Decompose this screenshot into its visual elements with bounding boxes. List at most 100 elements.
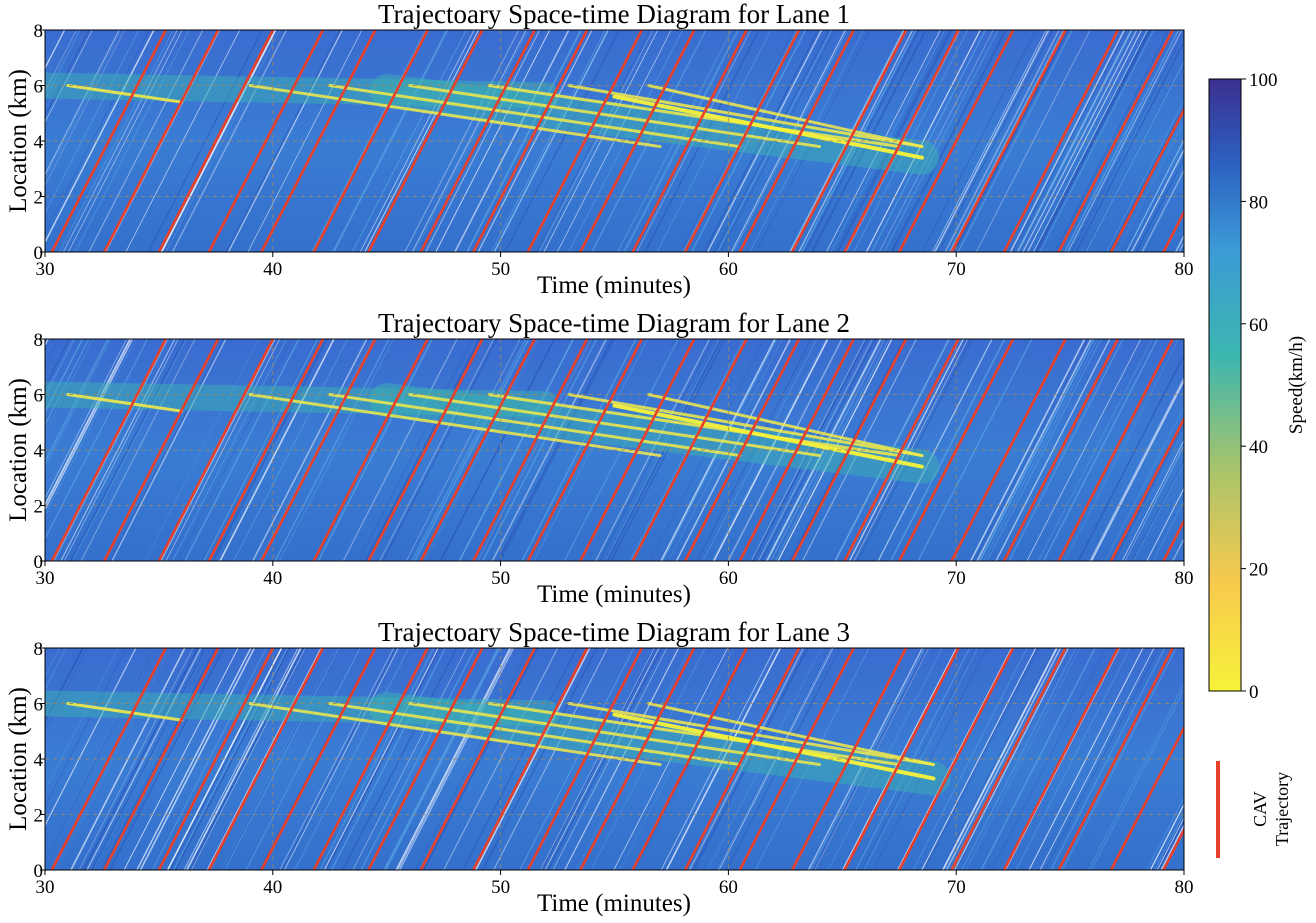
vehicle-streak <box>274 339 390 561</box>
colorbar-tick-label: 40 <box>1249 437 1268 458</box>
vehicle-streak <box>1149 803 1184 870</box>
cav-trajectory <box>102 30 220 252</box>
vehicle-streak <box>1131 459 1184 561</box>
vehicle-streak <box>1156 816 1184 870</box>
x-axis-label: Time (minutes) <box>537 581 691 608</box>
congestion-band <box>647 702 935 767</box>
vehicle-streak <box>961 648 1077 870</box>
vehicle-streak <box>184 339 300 561</box>
congestion-band <box>567 393 924 458</box>
vehicle-streak <box>679 30 795 252</box>
vehicle-streak <box>521 339 637 561</box>
vehicle-streak <box>690 30 807 252</box>
vehicle-streak <box>1160 824 1184 870</box>
vehicle-streak <box>59 30 174 252</box>
vehicle-streak <box>424 339 539 561</box>
y-tick-label: 4 <box>34 441 44 462</box>
x-tick-label: 30 <box>36 259 55 280</box>
y-tick-label: 2 <box>34 806 44 827</box>
y-ticks: 0 2 4 6 8 <box>34 639 45 882</box>
vehicle-streak <box>752 339 868 561</box>
vehicle-streak <box>944 30 1060 252</box>
congestion-band <box>487 702 901 767</box>
cav-trajectory <box>1162 518 1184 561</box>
cav-trajectories <box>50 339 1184 561</box>
vehicle-streak <box>552 648 668 870</box>
vehicle-streak <box>82 648 199 870</box>
panel-lane-2: Trajectoary Space-time Diagram for Lane … <box>5 308 1194 608</box>
cav-trajectory <box>312 30 430 252</box>
x-tick-label: 80 <box>1175 877 1194 898</box>
cav-trajectory <box>50 30 168 252</box>
vehicle-streak <box>233 339 349 561</box>
vehicle-streak <box>425 30 541 252</box>
vehicle-streak <box>351 30 467 252</box>
vehicle-streak <box>922 648 1038 870</box>
vehicle-streak <box>411 339 527 561</box>
vehicle-streak <box>1113 422 1184 561</box>
cav-trajectory <box>260 30 377 252</box>
vehicle-streak <box>976 339 1092 561</box>
vehicle-streak <box>619 648 735 870</box>
vehicle-streak <box>1064 339 1179 561</box>
cav-trajectory <box>419 648 537 870</box>
vehicle-streak <box>703 30 819 252</box>
cav-trajectory <box>260 648 377 870</box>
y-tick-label: 0 <box>34 861 44 882</box>
cav-trajectory <box>579 30 696 252</box>
vehicle-streak <box>1034 30 1150 252</box>
cav-trajectory <box>157 30 275 252</box>
cav-trajectory <box>631 30 748 252</box>
y-tick-label: 6 <box>34 77 44 98</box>
vehicle-streak <box>45 30 125 186</box>
vehicle-streak <box>938 30 1053 252</box>
x-axis-label: Time (minutes) <box>537 890 691 917</box>
congestion-band <box>487 393 901 458</box>
x-tick-label: 40 <box>263 259 282 280</box>
cav-trajectory <box>897 339 1015 561</box>
vehicle-streak <box>634 648 749 870</box>
vehicle-streak <box>281 648 397 870</box>
vehicle-streak <box>203 339 319 561</box>
cav-trajectory <box>526 648 644 870</box>
cav-trajectory <box>471 339 589 561</box>
vehicle-streak <box>707 648 822 870</box>
cav-trajectory <box>207 648 325 870</box>
y-ticks: 0 2 4 6 8 <box>34 21 45 264</box>
cav-trajectory <box>1002 30 1120 252</box>
vehicle-streak <box>760 339 877 561</box>
cav-trajectory <box>1057 648 1174 870</box>
vehicle-streak <box>177 339 293 561</box>
cav-trajectory <box>683 648 801 870</box>
vehicle-streak <box>713 339 829 561</box>
vehicle-streak <box>921 30 1037 252</box>
cav-trajectory <box>207 30 325 252</box>
vehicle-streak <box>1089 376 1184 561</box>
cav-trajectory <box>471 30 589 252</box>
vehicle-streak <box>360 648 476 870</box>
vehicle-streak <box>45 339 94 434</box>
vehicle-streak <box>491 30 606 252</box>
cav-trajectory <box>526 30 644 252</box>
cav-trajectory <box>843 339 960 561</box>
vehicle-streak <box>696 339 812 561</box>
vehicle-streak <box>954 648 1069 870</box>
congestion-bands <box>45 381 940 484</box>
vehicle-streak <box>1042 339 1159 561</box>
vehicle-streak <box>1155 814 1184 870</box>
panel-title: Trajectoary Space-time Diagram for Lane … <box>378 308 850 338</box>
vehicle-streak <box>160 339 276 561</box>
x-ticks: 30 40 50 60 70 80 <box>36 561 1194 589</box>
vehicle-streak <box>259 648 375 870</box>
y-axis-label: Location (km) <box>5 687 32 831</box>
congestion-bands <box>45 72 940 175</box>
congestion-band <box>647 84 924 149</box>
vehicle-streak <box>482 648 598 870</box>
vehicle-streak <box>225 30 341 252</box>
vehicle-streak <box>688 648 804 870</box>
vehicle-streak <box>544 648 660 870</box>
vehicle-streak <box>975 30 1091 252</box>
colorbar-label: Speed(km/h) <box>1286 336 1307 434</box>
y-tick-label: 2 <box>34 497 44 518</box>
vehicle-streak <box>383 648 499 870</box>
